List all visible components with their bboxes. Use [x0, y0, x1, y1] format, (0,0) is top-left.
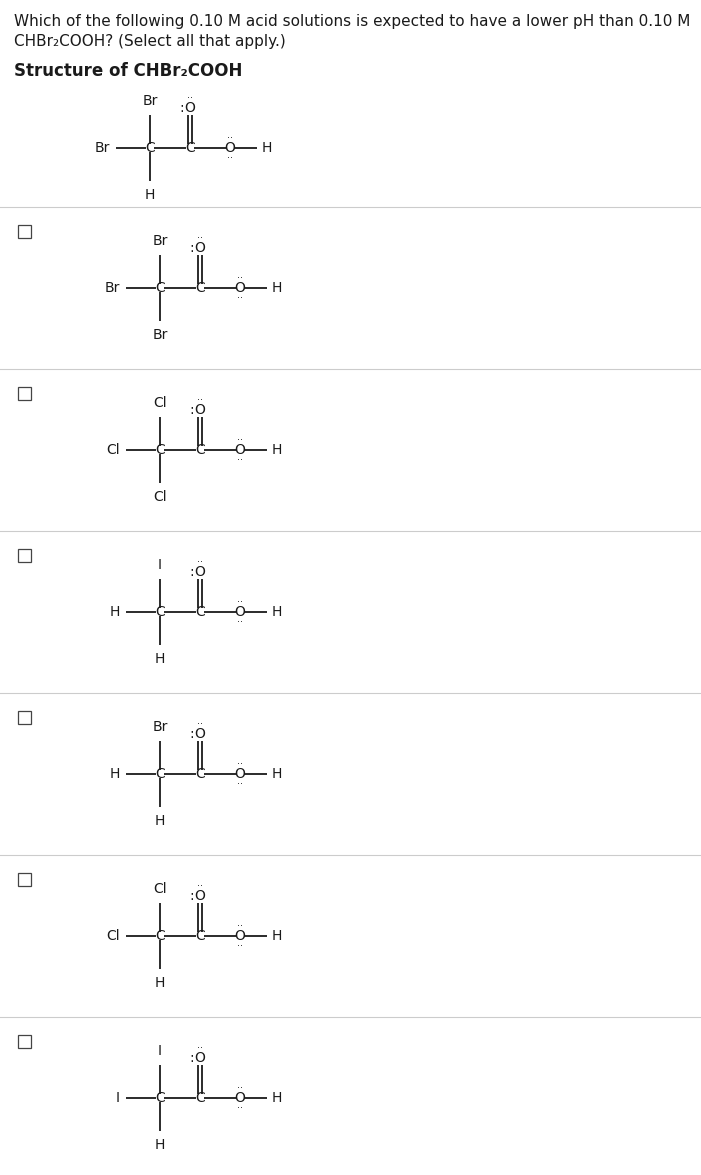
- Text: ··: ··: [237, 435, 243, 445]
- Text: ··: ··: [237, 273, 243, 283]
- Text: Which of the following 0.10 M acid solutions is expected to have a lower pH than: Which of the following 0.10 M acid solut…: [14, 14, 690, 29]
- Text: ··: ··: [227, 133, 233, 143]
- Text: C: C: [195, 281, 205, 295]
- Text: Br: Br: [95, 141, 110, 155]
- Text: :: :: [189, 889, 194, 904]
- Text: I: I: [158, 1045, 162, 1058]
- Text: Br: Br: [152, 328, 168, 342]
- FancyBboxPatch shape: [18, 873, 31, 886]
- Text: C: C: [155, 605, 165, 619]
- Text: C: C: [185, 141, 195, 155]
- FancyBboxPatch shape: [18, 387, 31, 400]
- Text: Cl: Cl: [107, 929, 120, 944]
- Text: C: C: [145, 141, 155, 155]
- Text: O: O: [235, 1092, 245, 1104]
- Text: H: H: [109, 767, 120, 781]
- Text: ··: ··: [237, 759, 243, 768]
- Text: ··: ··: [237, 921, 243, 931]
- Text: H: H: [155, 814, 165, 828]
- Text: C: C: [195, 767, 205, 781]
- Text: ··: ··: [237, 941, 243, 951]
- Text: O: O: [235, 767, 245, 781]
- Text: H: H: [271, 605, 282, 619]
- Text: O: O: [195, 889, 205, 904]
- Text: H: H: [271, 929, 282, 944]
- FancyBboxPatch shape: [18, 711, 31, 724]
- Text: H: H: [271, 767, 282, 781]
- Text: H: H: [155, 652, 165, 666]
- Text: O: O: [195, 727, 205, 741]
- Text: O: O: [195, 1050, 205, 1065]
- Text: C: C: [155, 1092, 165, 1104]
- Text: H: H: [271, 443, 282, 457]
- Text: O: O: [235, 281, 245, 295]
- Text: O: O: [195, 403, 205, 417]
- Text: C: C: [155, 767, 165, 781]
- Text: Structure of CHBr₂COOH: Structure of CHBr₂COOH: [14, 62, 243, 80]
- Text: ··: ··: [237, 1083, 243, 1093]
- Text: Cl: Cl: [154, 490, 167, 504]
- Text: :: :: [189, 565, 194, 579]
- Text: Br: Br: [152, 234, 168, 248]
- Text: ··: ··: [237, 293, 243, 303]
- Text: C: C: [195, 443, 205, 457]
- Text: C: C: [195, 1092, 205, 1104]
- Text: O: O: [235, 605, 245, 619]
- Text: O: O: [235, 929, 245, 944]
- Text: C: C: [155, 929, 165, 944]
- Text: ··: ··: [237, 779, 243, 788]
- Text: ··: ··: [197, 881, 203, 891]
- Text: ··: ··: [197, 719, 203, 728]
- Text: ··: ··: [197, 395, 203, 405]
- Text: C: C: [195, 929, 205, 944]
- Text: O: O: [195, 565, 205, 579]
- Text: H: H: [271, 281, 282, 295]
- Text: Br: Br: [142, 94, 158, 108]
- Text: C: C: [195, 605, 205, 619]
- Text: CHBr₂COOH? (Select all that apply.): CHBr₂COOH? (Select all that apply.): [14, 34, 286, 49]
- Text: I: I: [116, 1092, 120, 1104]
- Text: C: C: [155, 443, 165, 457]
- Text: C: C: [155, 281, 165, 295]
- Text: O: O: [224, 141, 236, 155]
- Text: ··: ··: [187, 93, 193, 103]
- Text: H: H: [261, 141, 271, 155]
- Text: :: :: [189, 403, 194, 417]
- Text: O: O: [184, 101, 196, 115]
- Text: :: :: [189, 241, 194, 255]
- Text: ··: ··: [197, 1043, 203, 1053]
- Text: ··: ··: [237, 617, 243, 627]
- Text: Br: Br: [152, 720, 168, 734]
- Text: H: H: [109, 605, 120, 619]
- FancyBboxPatch shape: [18, 224, 31, 239]
- Text: ··: ··: [197, 557, 203, 568]
- Text: ··: ··: [237, 597, 243, 607]
- Text: :: :: [179, 101, 184, 115]
- Text: ··: ··: [227, 153, 233, 163]
- Text: ··: ··: [237, 455, 243, 465]
- Text: Cl: Cl: [154, 882, 167, 897]
- Text: Cl: Cl: [107, 443, 120, 457]
- Text: ··: ··: [197, 233, 203, 243]
- Text: O: O: [195, 241, 205, 255]
- Text: ··: ··: [237, 1103, 243, 1113]
- Text: Br: Br: [104, 281, 120, 295]
- FancyBboxPatch shape: [18, 549, 31, 562]
- Text: O: O: [235, 443, 245, 457]
- Text: H: H: [145, 188, 155, 202]
- Text: H: H: [271, 1092, 282, 1104]
- Text: H: H: [155, 976, 165, 991]
- Text: :: :: [189, 1050, 194, 1065]
- Text: :: :: [189, 727, 194, 741]
- FancyBboxPatch shape: [18, 1035, 31, 1048]
- Text: Cl: Cl: [154, 396, 167, 410]
- Text: H: H: [155, 1139, 165, 1152]
- Text: I: I: [158, 558, 162, 572]
